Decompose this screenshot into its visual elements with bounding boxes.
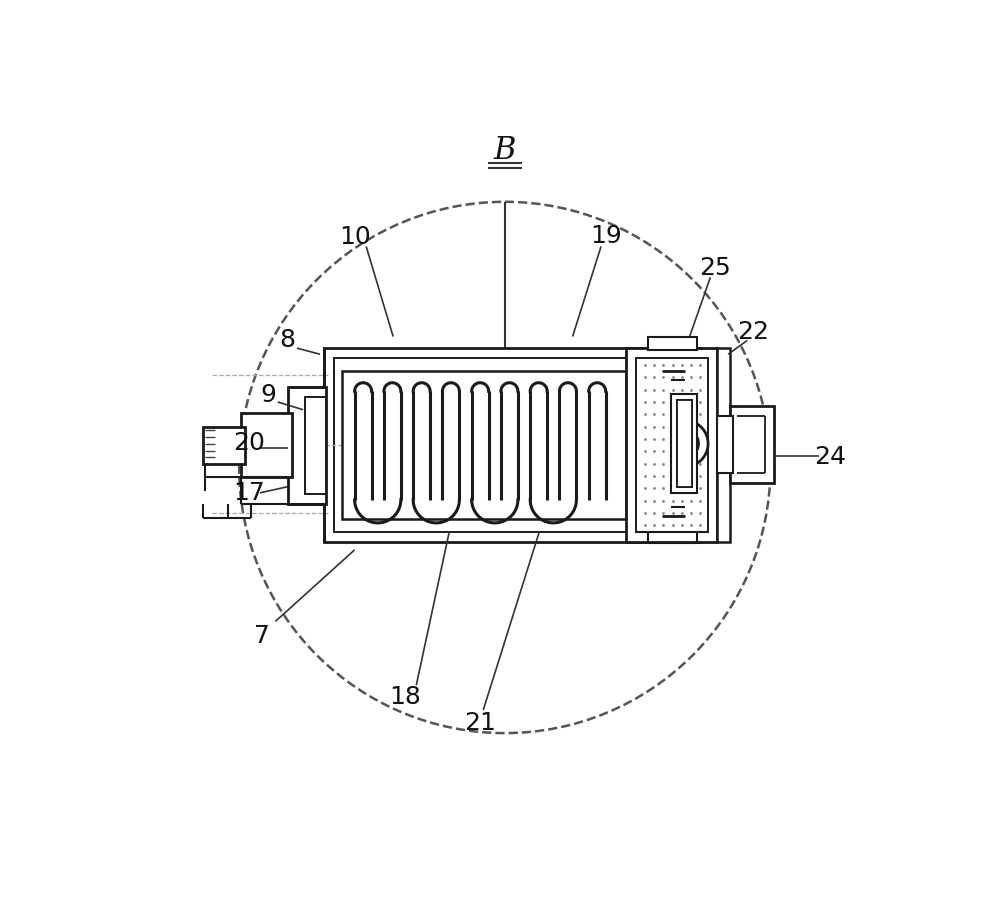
Circle shape — [239, 202, 770, 733]
Bar — [342, 372, 626, 519]
Text: 8: 8 — [280, 327, 296, 351]
Bar — [671, 395, 697, 494]
Bar — [677, 401, 692, 487]
Bar — [717, 348, 730, 542]
Bar — [305, 397, 326, 494]
Text: 19: 19 — [591, 223, 622, 247]
Bar — [241, 414, 292, 478]
Bar — [717, 416, 733, 473]
Bar — [730, 406, 774, 483]
Bar — [648, 337, 697, 351]
Text: 20: 20 — [233, 431, 265, 455]
Text: 22: 22 — [737, 320, 769, 344]
Wedge shape — [685, 422, 707, 467]
Text: 18: 18 — [389, 685, 421, 709]
Bar — [288, 387, 326, 505]
Text: 24: 24 — [814, 445, 846, 469]
Bar — [677, 401, 692, 487]
Bar — [334, 358, 691, 532]
Bar — [203, 428, 245, 464]
Text: 10: 10 — [339, 225, 371, 249]
Text: 17: 17 — [233, 481, 265, 505]
Text: 21: 21 — [464, 709, 496, 733]
Text: 25: 25 — [699, 256, 731, 280]
Bar — [626, 348, 717, 542]
Text: 9: 9 — [260, 383, 276, 407]
Bar — [324, 348, 701, 542]
Bar — [636, 358, 708, 532]
Text: B: B — [494, 135, 516, 165]
Text: 7: 7 — [254, 624, 270, 648]
